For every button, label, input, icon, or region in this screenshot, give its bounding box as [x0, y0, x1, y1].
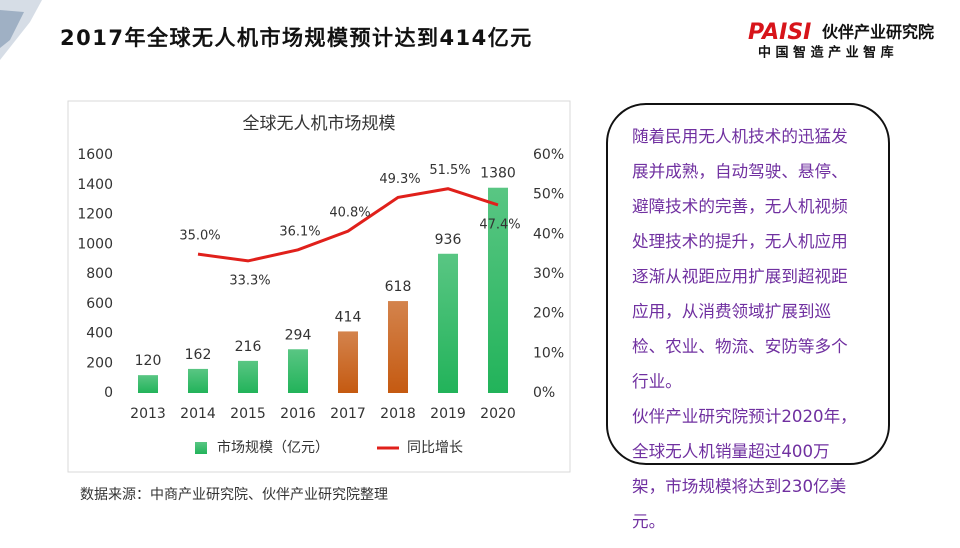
slogan: 中 国 智 造 产 业 智 库 — [758, 45, 894, 61]
bar-label: 1380 — [480, 166, 516, 182]
x-tick-label: 2017 — [330, 406, 366, 422]
brand: 伙伴产业研究院 — [822, 23, 934, 42]
paragraph: 伙伴产业研究院预计2020年，全球无人机销量超过400万架，市场规模将达到230… — [632, 407, 857, 531]
x-tick-label: 2018 — [380, 406, 416, 422]
x-tick-label: 2015 — [230, 406, 266, 422]
legend-label: 同比增长 — [407, 440, 463, 456]
line-label: 49.3% — [379, 172, 420, 187]
line-label: 40.8% — [329, 206, 370, 221]
line-label: 36.1% — [279, 224, 320, 239]
y2-tick-label: 50% — [533, 187, 564, 203]
y-tick-label: 1000 — [77, 236, 113, 252]
line-label: 47.4% — [479, 217, 520, 232]
slide-title: 2017年全球无人机市场规模预计达到414亿元 — [60, 26, 533, 50]
y2-tick-label: 10% — [533, 345, 564, 361]
bar-label: 936 — [435, 232, 462, 248]
x-tick-label: 2019 — [430, 406, 466, 422]
x-tick-label: 2014 — [180, 406, 216, 422]
y-tick-label: 1200 — [77, 207, 113, 223]
y-tick-label: 400 — [86, 326, 113, 342]
bar-label: 162 — [185, 347, 212, 363]
decoration — [0, 10, 24, 48]
legend-swatch — [195, 442, 207, 454]
y2-tick-label: 20% — [533, 306, 564, 322]
chart-title: 全球无人机市场规模 — [243, 114, 396, 134]
line-label: 51.5% — [429, 163, 470, 178]
x-tick-label: 2013 — [130, 406, 166, 422]
x-tick-label: 2016 — [280, 406, 316, 422]
bar-label: 414 — [335, 309, 362, 325]
bar — [288, 349, 308, 393]
bar — [138, 375, 158, 393]
bar-label: 120 — [135, 353, 162, 369]
y-tick-label: 0 — [104, 385, 113, 401]
bar-label: 294 — [285, 327, 312, 343]
y-tick-label: 600 — [86, 296, 113, 312]
y2-tick-label: 40% — [533, 226, 564, 242]
y2-tick-label: 60% — [533, 147, 564, 163]
y-tick-label: 1400 — [77, 177, 113, 193]
legend-label: 市场规模（亿元） — [217, 439, 329, 456]
line-label: 35.0% — [179, 229, 220, 244]
y2-tick-label: 30% — [533, 266, 564, 282]
y2-tick-label: 0% — [533, 385, 555, 401]
x-tick-label: 2020 — [480, 406, 516, 422]
logo: PAISI — [748, 20, 811, 45]
line-label: 33.3% — [229, 273, 270, 288]
bar — [388, 301, 408, 393]
chart-frame — [67, 100, 571, 473]
source: 数据来源：中商产业研究院、伙伴产业研究院整理 — [80, 487, 388, 503]
bar — [238, 360, 258, 393]
y-tick-label: 800 — [86, 266, 113, 282]
paragraph: 随着民用无人机技术的迅猛发展并成熟，自动驾驶、悬停、避障技术的完善，无人机视频处… — [632, 127, 848, 391]
bar — [488, 187, 508, 393]
line — [197, 187, 499, 263]
y-tick-label: 1600 — [77, 147, 113, 163]
text-box: 随着民用无人机技术的迅猛发展并成熟，自动驾驶、悬停、避障技术的完善，无人机视频处… — [606, 103, 890, 531]
y-tick-label: 200 — [86, 355, 113, 371]
bar-label: 618 — [385, 279, 412, 295]
bar — [188, 368, 208, 393]
bar — [438, 253, 458, 393]
bar — [338, 331, 358, 393]
bar-label: 216 — [235, 339, 262, 355]
